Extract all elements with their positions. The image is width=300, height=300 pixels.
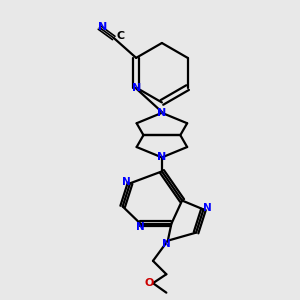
Text: N: N [157,108,167,118]
Text: C: C [116,32,124,41]
Text: N: N [98,22,107,32]
Text: N: N [131,82,141,93]
Text: N: N [136,222,145,232]
Text: N: N [122,177,131,187]
Text: N: N [157,152,167,162]
Text: N: N [162,238,171,249]
Text: N: N [203,203,212,213]
Text: O: O [145,278,154,288]
